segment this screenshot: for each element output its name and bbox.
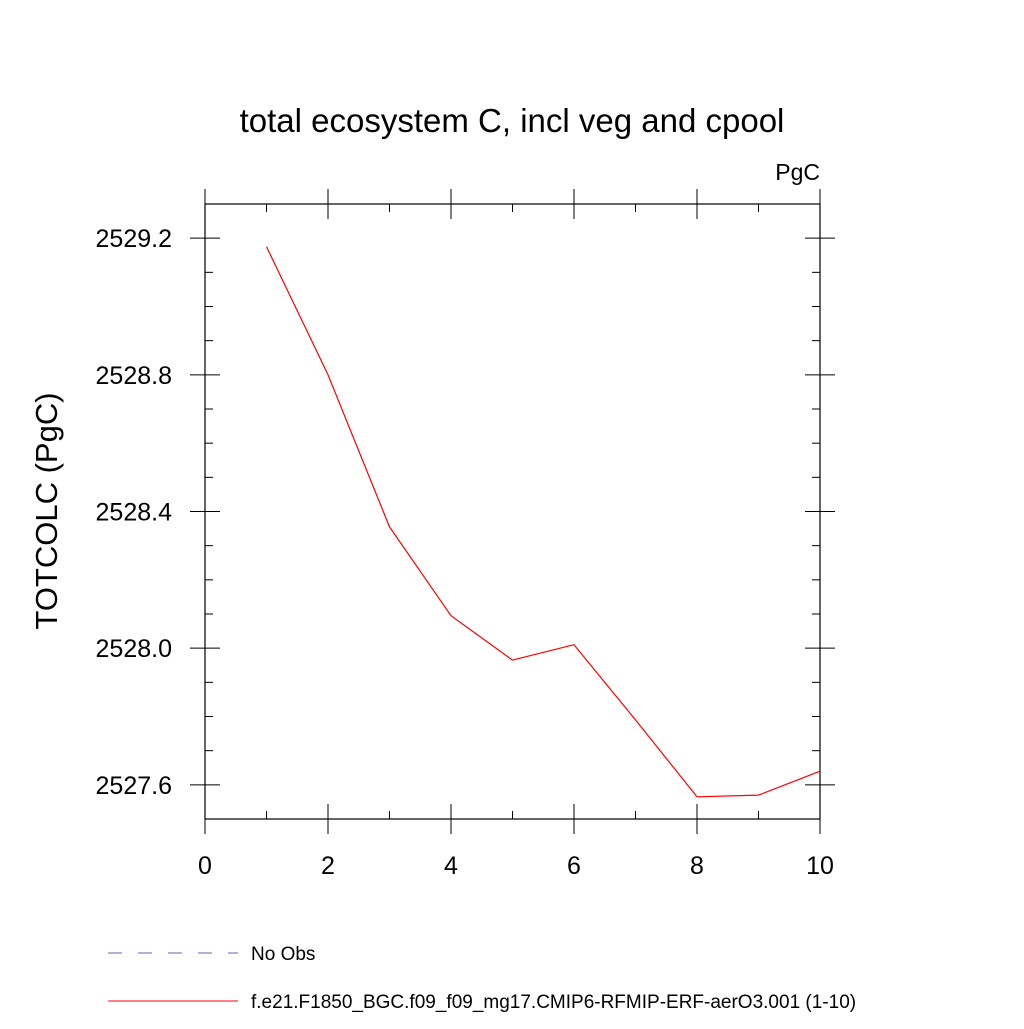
chart-title: total ecosystem C, incl veg and cpool [240,102,785,139]
y-tick-label: 2528.8 [96,362,172,390]
legend: No Obs f.e21.F1850_BGC.f09_f09_mg17.CMIP6… [108,944,856,1013]
units-label: PgC [775,159,820,185]
plot-frame [204,203,821,820]
y-tick-label: 2528.4 [96,499,173,527]
legend-label: f.e21.F1850_BGC.f09_f09_mg17.CMIP6-RFMIP… [251,992,856,1013]
x-tick-label: 0 [198,852,212,880]
axes: 0 2 4 6 8 10 2527.6 2528.0 2528.4 2528.8 2529.2 [96,189,835,880]
y-tick-label: 2527.6 [96,772,172,800]
x-tick-label: 10 [806,852,834,880]
y-axis-label: TOTCOLC (PgC) [29,392,64,629]
legend-label: No Obs [251,944,315,965]
x-tick-label: 6 [567,852,581,880]
series-line [265,246,821,798]
series-layer [265,246,821,798]
y-tick-label: 2528.0 [96,635,172,663]
y-tick-label: 2529.2 [96,225,172,253]
x-tick-label: 4 [444,852,458,880]
x-tick-label: 2 [321,852,335,880]
x-tick-label: 8 [690,852,704,880]
